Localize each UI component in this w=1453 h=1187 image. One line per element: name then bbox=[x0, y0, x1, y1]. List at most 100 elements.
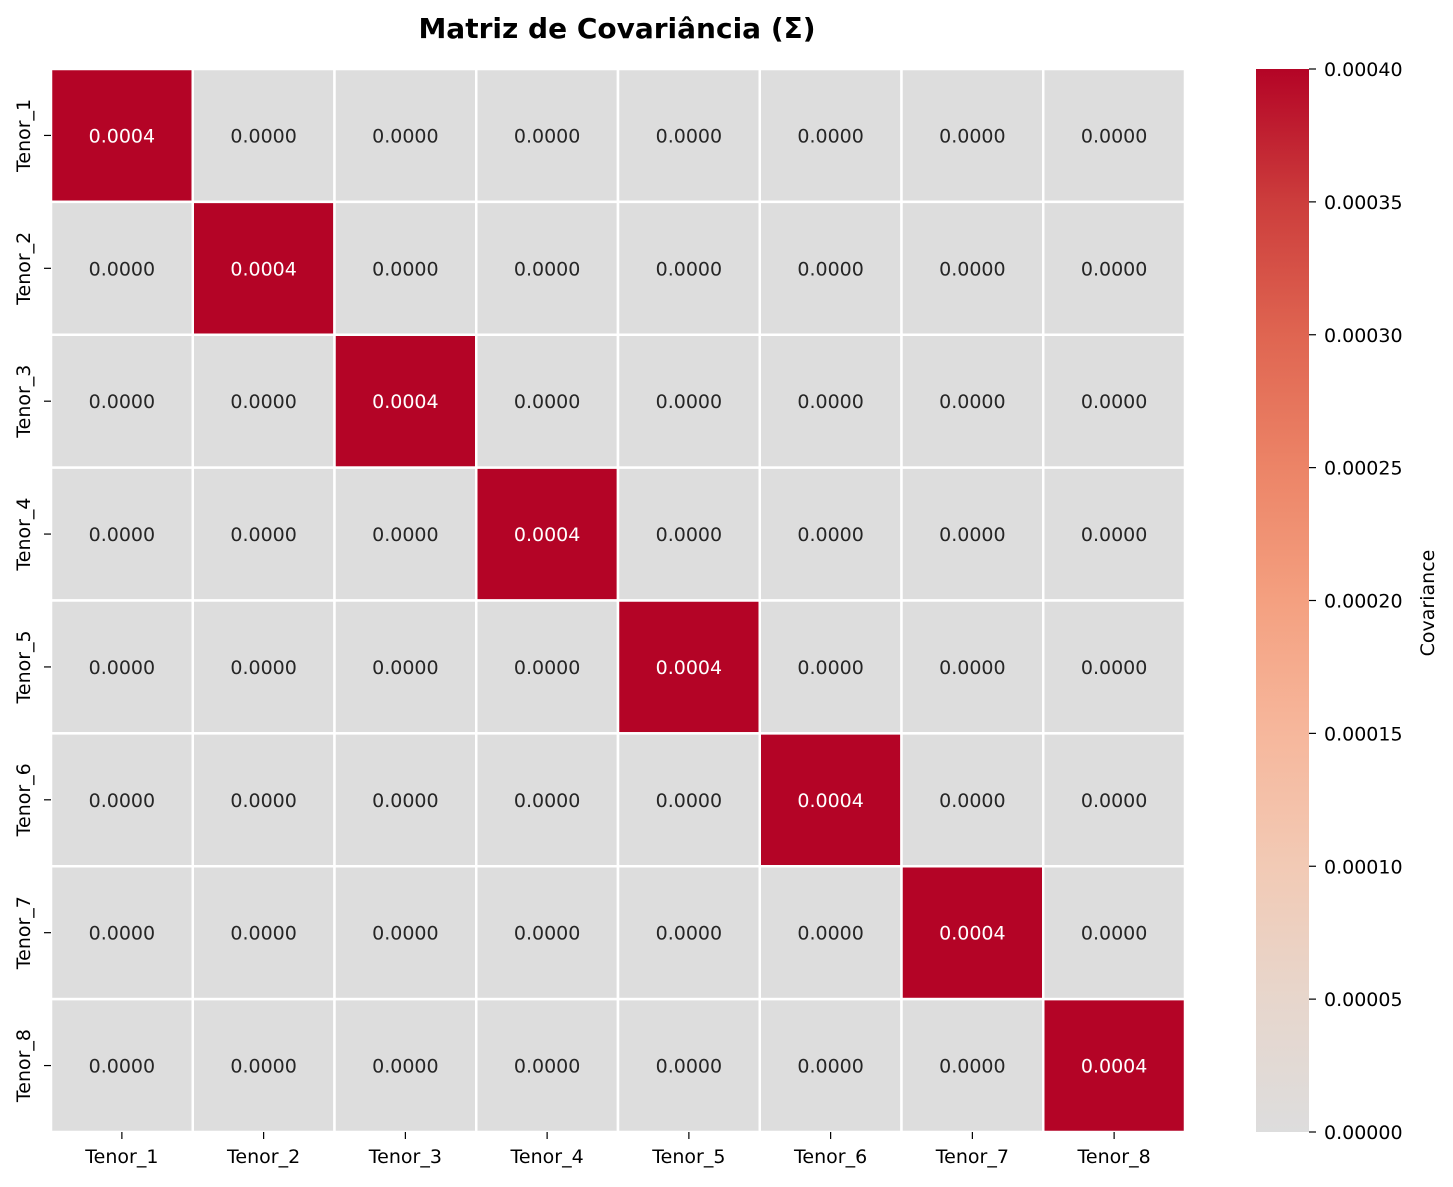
cell-value-label: 0.0000 bbox=[656, 524, 722, 546]
cell-value-label: 0.0000 bbox=[939, 391, 1005, 413]
cell-value-label: 0.0004 bbox=[1081, 1056, 1147, 1078]
heatmap-cell bbox=[616, 997, 761, 1134]
colorbar-tick-label: 0.00005 bbox=[1324, 989, 1403, 1011]
heatmap-cell bbox=[333, 466, 478, 602]
cell-value-label: 0.0000 bbox=[372, 657, 438, 679]
cell-value-label: 0.0000 bbox=[230, 524, 296, 546]
cell-value-label: 0.0000 bbox=[1081, 258, 1147, 280]
cell-value-label: 0.0000 bbox=[1081, 790, 1147, 812]
cell-value-label: 0.0004 bbox=[656, 657, 722, 679]
heatmap-cell bbox=[191, 732, 336, 868]
cell-value-label: 0.0000 bbox=[514, 258, 580, 280]
x-tick-label: Tenor_2 bbox=[226, 1146, 300, 1168]
heatmap-cell bbox=[49, 466, 194, 602]
heatmap-cell bbox=[475, 333, 620, 469]
heatmap-cell bbox=[758, 67, 903, 204]
cell-value-label: 0.0000 bbox=[230, 657, 296, 679]
cell-value-label: 0.0000 bbox=[939, 1056, 1005, 1078]
heatmap-cell bbox=[900, 333, 1045, 469]
cell-value-label: 0.0000 bbox=[89, 1056, 155, 1078]
cell-value-label: 0.0000 bbox=[1081, 524, 1147, 546]
heatmap-cell bbox=[475, 200, 620, 336]
cell-value-label: 0.0000 bbox=[1081, 923, 1147, 945]
heatmap-cell bbox=[191, 865, 336, 1001]
cell-value-label: 0.0000 bbox=[89, 923, 155, 945]
heatmap-cell bbox=[49, 865, 194, 1001]
heatmap-cell bbox=[333, 865, 478, 1001]
heatmap-cell bbox=[333, 732, 478, 868]
cell-value-label: 0.0000 bbox=[656, 258, 722, 280]
heatmap-cell bbox=[475, 466, 620, 602]
heatmap-cell bbox=[191, 67, 336, 204]
heatmap-cell bbox=[191, 200, 336, 336]
cell-value-label: 0.0000 bbox=[656, 391, 722, 413]
cell-value-label: 0.0000 bbox=[939, 657, 1005, 679]
colorbar-tick-label: 0.00020 bbox=[1324, 591, 1403, 613]
x-tick-label: Tenor_7 bbox=[935, 1146, 1009, 1168]
cell-value-label: 0.0000 bbox=[797, 258, 863, 280]
colorbar bbox=[1256, 69, 1309, 1132]
colorbar-tick-label: 0.00000 bbox=[1324, 1122, 1403, 1144]
x-tick-label: Tenor_5 bbox=[651, 1146, 725, 1168]
y-tick-label: Tenor_8 bbox=[13, 1029, 35, 1103]
cell-value-label: 0.0000 bbox=[797, 125, 863, 147]
cell-value-label: 0.0000 bbox=[1081, 391, 1147, 413]
heatmap-cell bbox=[1042, 599, 1187, 735]
cell-value-label: 0.0000 bbox=[797, 657, 863, 679]
cell-value-label: 0.0000 bbox=[89, 790, 155, 812]
cell-value-label: 0.0000 bbox=[230, 125, 296, 147]
heatmap-cell bbox=[758, 333, 903, 469]
cell-value-label: 0.0000 bbox=[514, 391, 580, 413]
cell-value-label: 0.0000 bbox=[230, 1056, 296, 1078]
colorbar-tick-label: 0.00035 bbox=[1324, 192, 1403, 214]
colorbar-tick-label: 0.00015 bbox=[1324, 723, 1403, 745]
cell-value-label: 0.0000 bbox=[372, 125, 438, 147]
chart-title: Matriz de Covariância (Σ) bbox=[418, 12, 815, 45]
cell-value-label: 0.0000 bbox=[656, 1056, 722, 1078]
x-tick-label: Tenor_1 bbox=[84, 1146, 158, 1168]
heatmap-cell bbox=[475, 599, 620, 735]
cell-value-label: 0.0000 bbox=[514, 125, 580, 147]
x-tick-label: Tenor_4 bbox=[510, 1146, 584, 1168]
cell-value-label: 0.0000 bbox=[797, 391, 863, 413]
heatmap-cell bbox=[1042, 333, 1187, 469]
cell-value-label: 0.0000 bbox=[89, 524, 155, 546]
y-tick-label: Tenor_1 bbox=[13, 99, 35, 173]
cell-value-label: 0.0000 bbox=[797, 1056, 863, 1078]
y-tick-label: Tenor_7 bbox=[13, 896, 35, 970]
heatmap-cell bbox=[1042, 67, 1187, 204]
heatmap-cell bbox=[616, 865, 761, 1001]
colorbar-tick-label: 0.00030 bbox=[1324, 325, 1403, 347]
heatmap-cell bbox=[616, 732, 761, 868]
colorbar-tick-label: 0.00040 bbox=[1324, 59, 1403, 81]
x-tick-label: Tenor_6 bbox=[793, 1146, 867, 1168]
x-axis-ticks: Tenor_1 Tenor_2 Tenor_3 Tenor_4 Tenor_5 Tenor… bbox=[84, 1132, 1151, 1168]
cell-value-label: 0.0004 bbox=[372, 391, 438, 413]
heatmap-cell bbox=[758, 732, 903, 868]
cell-value-label: 0.0000 bbox=[939, 524, 1005, 546]
cell-value-label: 0.0000 bbox=[514, 923, 580, 945]
cell-value-label: 0.0000 bbox=[514, 657, 580, 679]
heatmap-cell bbox=[1042, 200, 1187, 336]
cell-value-label: 0.0000 bbox=[372, 258, 438, 280]
cell-value-label: 0.0000 bbox=[1081, 657, 1147, 679]
heatmap-cell bbox=[900, 599, 1045, 735]
heatmap-cell bbox=[1042, 997, 1187, 1134]
colorbar-tick-label: 0.00025 bbox=[1324, 458, 1403, 480]
cell-value-label: 0.0000 bbox=[939, 258, 1005, 280]
cell-value-label: 0.0000 bbox=[656, 923, 722, 945]
cell-value-label: 0.0004 bbox=[514, 524, 580, 546]
heatmap-cell bbox=[333, 997, 478, 1134]
cell-value-label: 0.0000 bbox=[514, 1056, 580, 1078]
cell-value-label: 0.0004 bbox=[939, 923, 1005, 945]
heatmap-cell bbox=[1042, 865, 1187, 1001]
cell-value-label: 0.0004 bbox=[797, 790, 863, 812]
cell-value-label: 0.0000 bbox=[372, 1056, 438, 1078]
cell-value-label: 0.0000 bbox=[230, 923, 296, 945]
cell-value-label: 0.0000 bbox=[89, 391, 155, 413]
cell-value-label: 0.0004 bbox=[89, 125, 155, 147]
heatmap-cell bbox=[900, 732, 1045, 868]
cell-value-label: 0.0004 bbox=[230, 258, 296, 280]
